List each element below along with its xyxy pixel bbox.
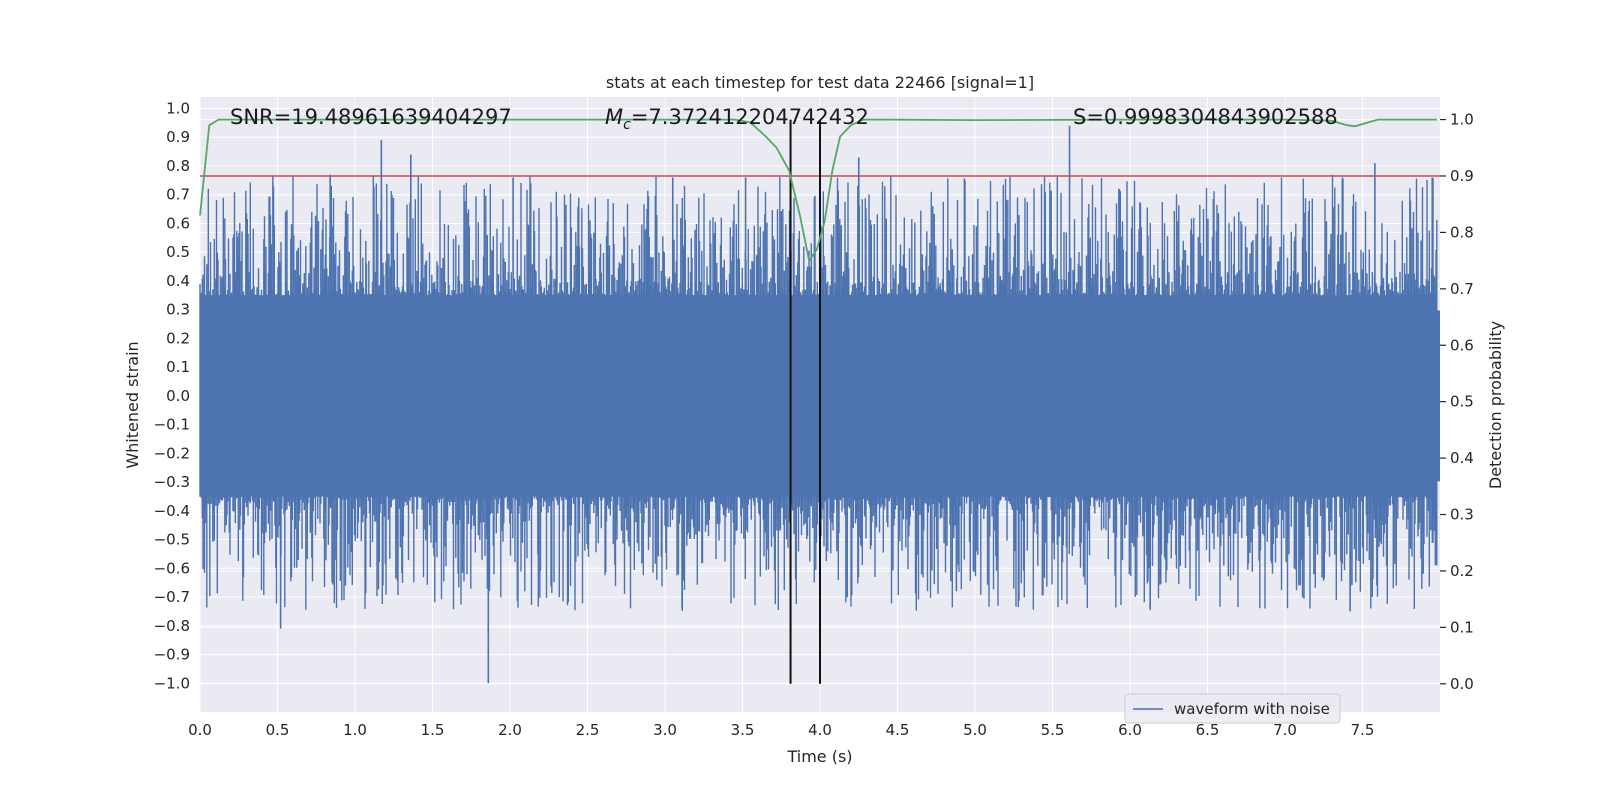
x-tick-label: 3.5 (731, 721, 755, 739)
legend-box (1124, 693, 1341, 724)
x-tick-label: 0.0 (188, 721, 212, 739)
y2-axis-ticks: 1.0 0.9 0.8 0.7 0.6 0.5 0.4 0.3 0.2 0.1 0.0 (1440, 111, 1474, 693)
y-tick-label: 0.2 (166, 329, 190, 347)
chirp-mass-subscript: c (623, 117, 631, 133)
y2-tick-label: 0.8 (1450, 223, 1474, 241)
y-tick-label: 0.8 (166, 157, 190, 175)
y-tick-label: −0.9 (154, 646, 190, 664)
y-tick-label: 0.1 (166, 358, 190, 376)
probability-series (199, 118, 1437, 263)
y-tick-label: 1.0 (166, 99, 190, 117)
y-tick-label: 0.3 (166, 301, 190, 319)
x-tick-label: 3.0 (653, 721, 677, 739)
y2-tick-label: 0.9 (1450, 167, 1474, 185)
snr-annotation: SNR=19.48961639404297 (230, 105, 512, 129)
y2-tick-label: 0.1 (1450, 618, 1474, 636)
y-tick-label: 0.6 (166, 214, 190, 232)
x-tick-label: 7.0 (1273, 721, 1297, 739)
y2-tick-label: 0.3 (1450, 506, 1474, 524)
y2-tick-label: 0.7 (1450, 280, 1474, 298)
legend: waveform with noise (1124, 693, 1341, 724)
y-tick-label: −0.2 (154, 444, 190, 462)
s-annotation: S=0.9998304843902588 (1073, 105, 1338, 129)
x-tick-label: 0.5 (266, 721, 290, 739)
x-tick-label: 6.5 (1196, 721, 1220, 739)
x-tick-label: 2.0 (498, 721, 522, 739)
y2-axis-label: Detection probability (1486, 321, 1505, 489)
x-tick-label: 6.0 (1118, 721, 1142, 739)
y2-tick-label: 0.6 (1450, 336, 1474, 354)
y-tick-label: −0.1 (154, 416, 190, 434)
y2-tick-label: 0.4 (1450, 449, 1474, 467)
chirp-mass-value: =7.372412204742432 (631, 105, 869, 129)
x-axis-label: Time (s) (786, 747, 852, 766)
y-tick-label: 0.9 (166, 128, 190, 146)
y-tick-label: −0.8 (154, 617, 190, 635)
y-tick-label: −0.5 (154, 531, 190, 549)
chirp-mass-annotation: Mc=7.372412204742432 (605, 105, 869, 133)
y-tick-label: 0.4 (166, 272, 190, 290)
overlay-lines (200, 119, 1440, 684)
y-tick-label: −0.7 (154, 588, 190, 606)
y-tick-label: 0.0 (166, 387, 190, 405)
y-axis-label: Whitened strain (123, 341, 142, 468)
y2-tick-label: 0.5 (1450, 393, 1474, 411)
y-axis-ticks: 1.0 0.9 0.8 0.7 0.6 0.5 0.4 0.3 0.2 0.1 0.0 −0.1 −0.… (154, 99, 190, 692)
chart-title: stats at each timestep for test data 224… (606, 73, 1034, 92)
x-tick-label: 5.5 (1041, 721, 1065, 739)
x-tick-label: 7.5 (1351, 721, 1375, 739)
legend-label: waveform with noise (1174, 700, 1330, 718)
y-tick-label: 0.5 (166, 243, 190, 261)
y2-tick-label: 0.2 (1450, 562, 1474, 580)
y-tick-label: 0.7 (166, 186, 190, 204)
y2-tick-label: 1.0 (1450, 111, 1474, 129)
chirp-mass-symbol: M (605, 105, 623, 129)
y-tick-label: −1.0 (154, 674, 190, 692)
x-tick-label: 4.0 (808, 721, 832, 739)
x-tick-label: 2.5 (576, 721, 600, 739)
x-axis-ticks: 0.0 0.5 1.0 1.5 2.0 2.5 3.0 3.5 4.0 4.5 5.0 5.5 6.0 6… (188, 721, 1374, 739)
probability-line (199, 118, 1437, 263)
x-tick-label: 1.5 (421, 721, 445, 739)
x-tick-label: 4.5 (886, 721, 910, 739)
y-tick-label: −0.4 (154, 502, 190, 520)
y-tick-label: −0.3 (154, 473, 190, 491)
y2-tick-label: 0.0 (1450, 675, 1474, 693)
x-tick-label: 5.0 (963, 721, 987, 739)
y-tick-label: −0.6 (154, 559, 190, 577)
x-tick-label: 1.0 (343, 721, 367, 739)
